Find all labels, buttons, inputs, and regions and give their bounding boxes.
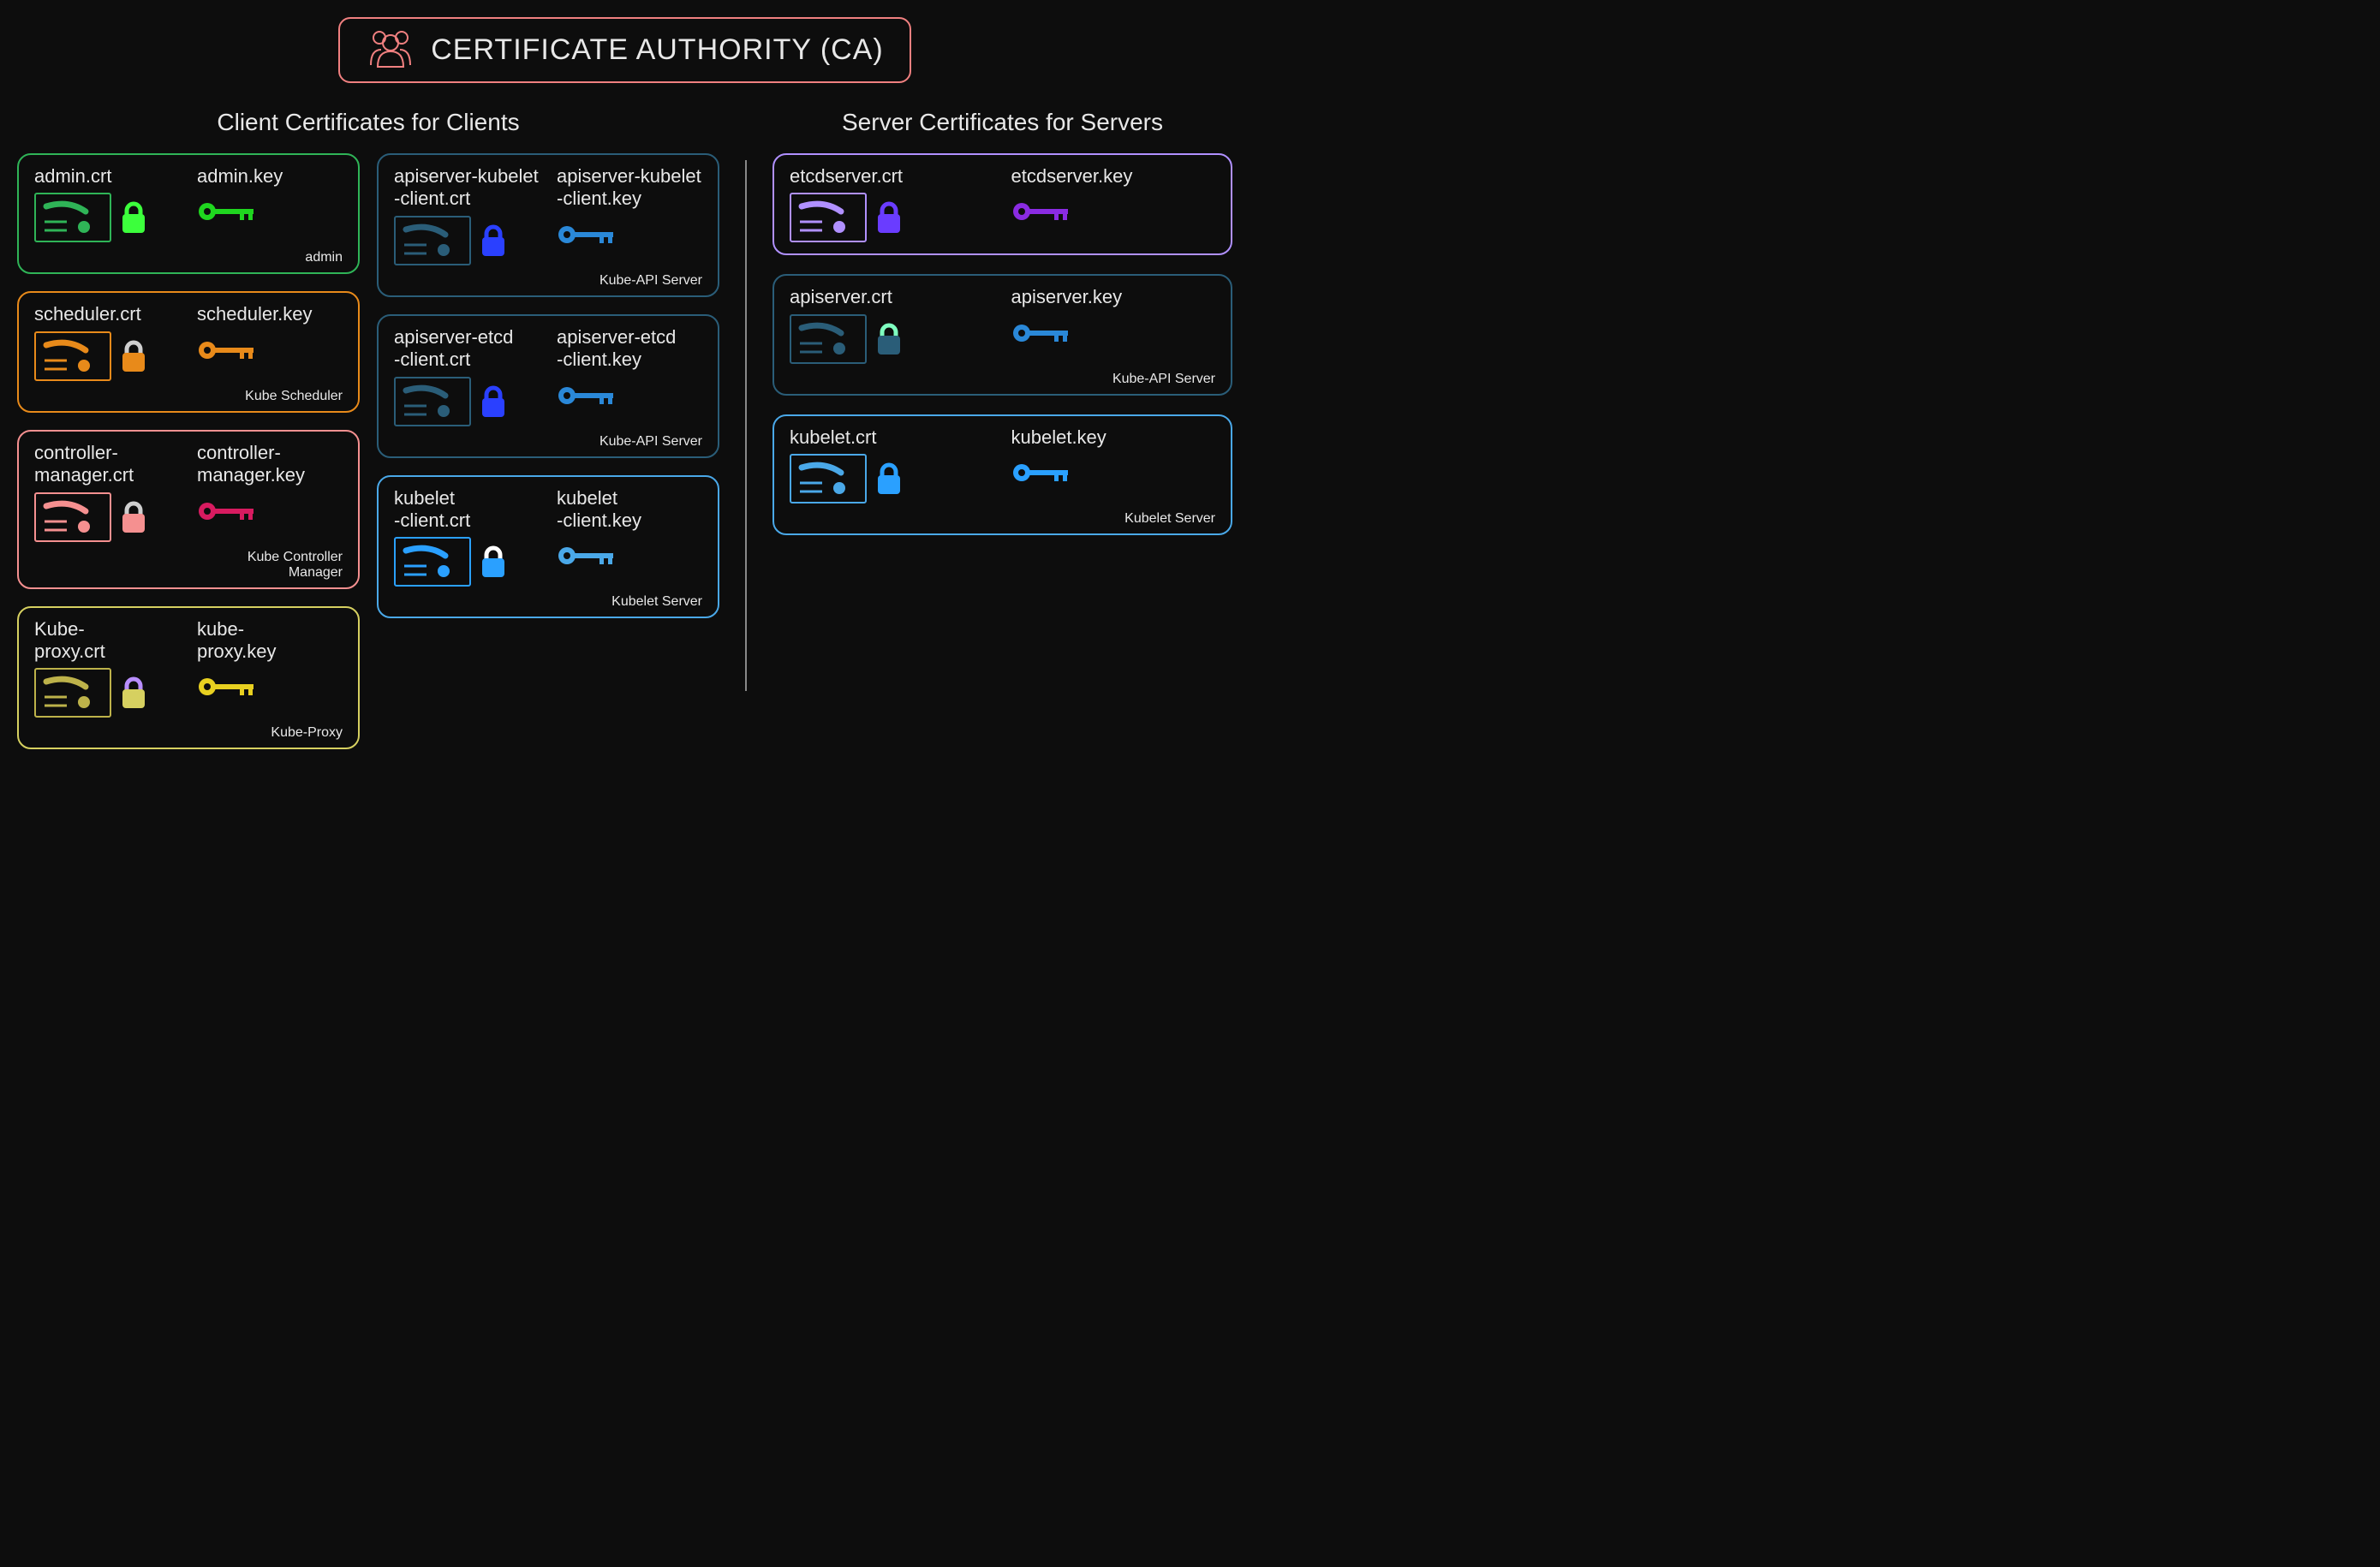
certificate-icon [394,216,471,270]
component-name: Kube-API Server [394,273,702,289]
crt-filename: controller-manager.crt [34,442,180,487]
certificate-icon [34,668,111,722]
crt-filename: scheduler.crt [34,303,180,325]
cert-box: controller-manager.crt controller-manage… [17,430,360,589]
key-icon [197,675,257,703]
key-filename: apiserver-etcd-client.key [557,326,702,372]
ca-header-box: CERTIFICATE AUTHORITY (CA) [338,17,910,83]
component-name: Kube Scheduler [34,389,343,404]
key-filename: controller-manager.key [197,442,343,487]
lock-icon [120,200,147,239]
lock-icon [875,322,903,360]
component-name: Kube-API Server [394,434,702,450]
key-filename: scheduler.key [197,303,343,325]
key-filename: kubelet.key [1011,426,1216,449]
key-icon [1011,461,1071,489]
lock-icon [120,339,147,378]
key-icon [1011,321,1071,349]
cert-box: apiserver.crt apiserver.key [772,274,1232,395]
people-icon [366,27,415,73]
component-name: Kubelet Server [394,594,702,610]
divider [745,160,747,691]
key-icon [197,338,257,366]
certificate-icon [34,193,111,247]
key-filename: apiserver.key [1011,286,1216,308]
crt-filename: admin.crt [34,165,180,188]
key-icon [557,544,617,572]
cert-box: apiserver-kubelet-client.crt apiserver-k… [377,153,719,297]
certificate-icon [34,492,111,546]
component-name: Kube-API Server [790,372,1215,387]
key-filename: admin.key [197,165,343,188]
cert-box: admin.crt admin.key admi [17,153,360,274]
crt-filename: etcdserver.crt [790,165,994,188]
lock-icon [120,676,147,714]
key-icon [557,223,617,251]
component-name: Kubelet Server [790,511,1215,527]
key-icon [197,200,257,228]
certificate-icon [394,377,471,431]
component-name: Kube-Proxy [34,725,343,741]
cert-box: Kube-proxy.crt kube-proxy.key [17,606,360,750]
ca-title: CERTIFICATE AUTHORITY (CA) [431,33,883,67]
cert-box: kubelet.crt kubelet.key [772,414,1232,535]
certificate-icon [790,314,867,368]
lock-icon [480,545,507,583]
cert-box: kubelet-client.crt kubelet-client.key [377,475,719,619]
lock-icon [480,223,507,262]
cert-box: apiserver-etcd-client.crt apiserver-etcd… [377,314,719,458]
crt-filename: apiserver.crt [790,286,994,308]
certificate-icon [790,454,867,508]
crt-filename: Kube-proxy.crt [34,618,180,664]
client-section: Client Certificates for Clients admin.cr… [17,109,719,749]
component-name: admin [34,250,343,265]
certificate-icon [394,537,471,591]
key-filename: etcdserver.key [1011,165,1216,188]
server-column: etcdserver.crt etcdserver.key [772,153,1232,535]
key-filename: kubelet-client.key [557,487,702,533]
client-left-column: admin.crt admin.key admi [17,153,360,749]
lock-icon [120,500,147,539]
key-icon [557,384,617,412]
cert-box: etcdserver.crt etcdserver.key [772,153,1232,255]
server-section: Server Certificates for Servers etcdserv… [772,109,1232,749]
client-section-title: Client Certificates for Clients [17,109,719,136]
crt-filename: apiserver-kubelet-client.crt [394,165,540,211]
lock-icon [480,384,507,423]
component-name: Kube ControllerManager [34,550,343,581]
lock-icon [875,462,903,500]
key-filename: apiserver-kubelet-client.key [557,165,702,211]
sections-container: Client Certificates for Clients admin.cr… [17,109,1232,749]
certificate-icon [34,331,111,385]
server-section-title: Server Certificates for Servers [772,109,1232,136]
key-icon [197,499,257,527]
lock-icon [875,200,903,239]
key-icon [1011,200,1071,228]
cert-box: scheduler.crt scheduler.key [17,291,360,412]
crt-filename: kubelet.crt [790,426,994,449]
crt-filename: apiserver-etcd-client.crt [394,326,540,372]
key-filename: kube-proxy.key [197,618,343,664]
certificate-icon [790,193,867,247]
crt-filename: kubelet-client.crt [394,487,540,533]
client-right-column: apiserver-kubelet-client.crt apiserver-k… [377,153,719,749]
